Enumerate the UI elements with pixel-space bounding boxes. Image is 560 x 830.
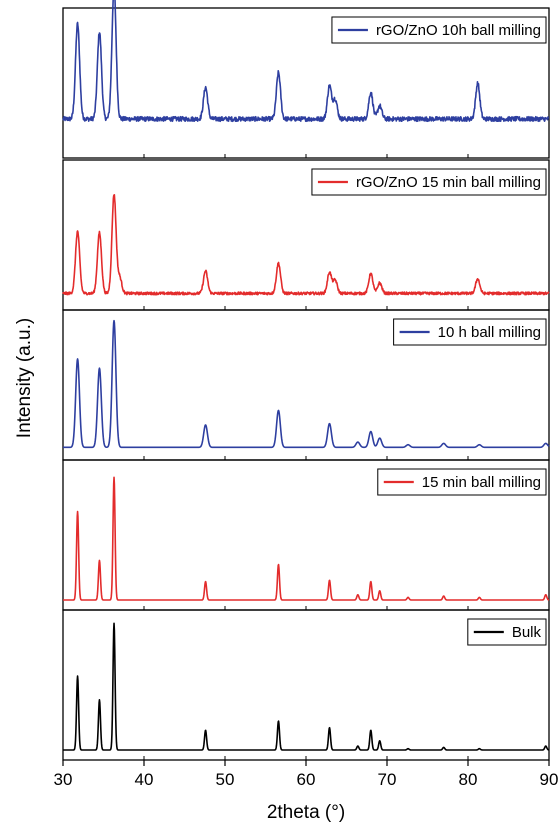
x-axis-label: 2theta (°) <box>267 802 345 823</box>
series-line-1 <box>62 0 550 123</box>
series-line-5 <box>62 622 550 751</box>
panel-4: 15 min ball milling <box>62 459 550 611</box>
x-tick-label: 40 <box>135 770 154 789</box>
x-tick-label: 30 <box>54 770 73 789</box>
series-line-2 <box>62 193 550 296</box>
x-tick-label: 70 <box>378 770 397 789</box>
panel-3: 10 h ball milling <box>62 309 550 461</box>
series-line-4 <box>62 476 550 601</box>
legend-label-4: 15 min ball milling <box>422 474 541 491</box>
series-line-3 <box>62 319 550 449</box>
legend-label-1: rGO/ZnO 10h ball milling <box>376 22 541 39</box>
x-tick-label: 50 <box>216 770 235 789</box>
x-axis: 30 40 50 60 70 80 90 <box>54 760 559 789</box>
x-tick-label: 80 <box>459 770 478 789</box>
x-tick-label: 90 <box>540 770 559 789</box>
x-tick-label: 60 <box>297 770 316 789</box>
panel-1: rGO/ZnO 10h ball milling <box>62 0 550 159</box>
y-axis-label: Intensity (a.u.) <box>14 318 35 438</box>
panel-2: rGO/ZnO 15 min ball milling <box>62 159 550 311</box>
legend-box-2 <box>311 168 547 196</box>
legend-label-2: rGO/ZnO 15 min ball milling <box>356 174 541 191</box>
panel-5: Bulk <box>62 609 550 761</box>
panels-group: rGO/ZnO 10h ball milling rGO/ZnO 15 min b… <box>62 0 550 761</box>
legend-label-3: 10 h ball milling <box>438 324 541 341</box>
legend-label-5: Bulk <box>512 624 542 641</box>
